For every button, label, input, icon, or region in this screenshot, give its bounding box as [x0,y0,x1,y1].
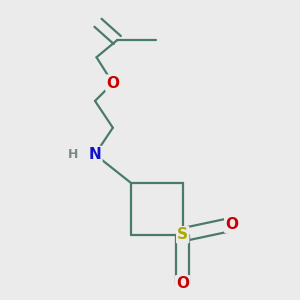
Text: O: O [176,276,189,291]
Text: O: O [106,76,119,91]
Text: N: N [88,147,101,162]
Text: O: O [225,217,238,232]
Text: S: S [177,227,188,242]
Text: H: H [68,148,78,161]
